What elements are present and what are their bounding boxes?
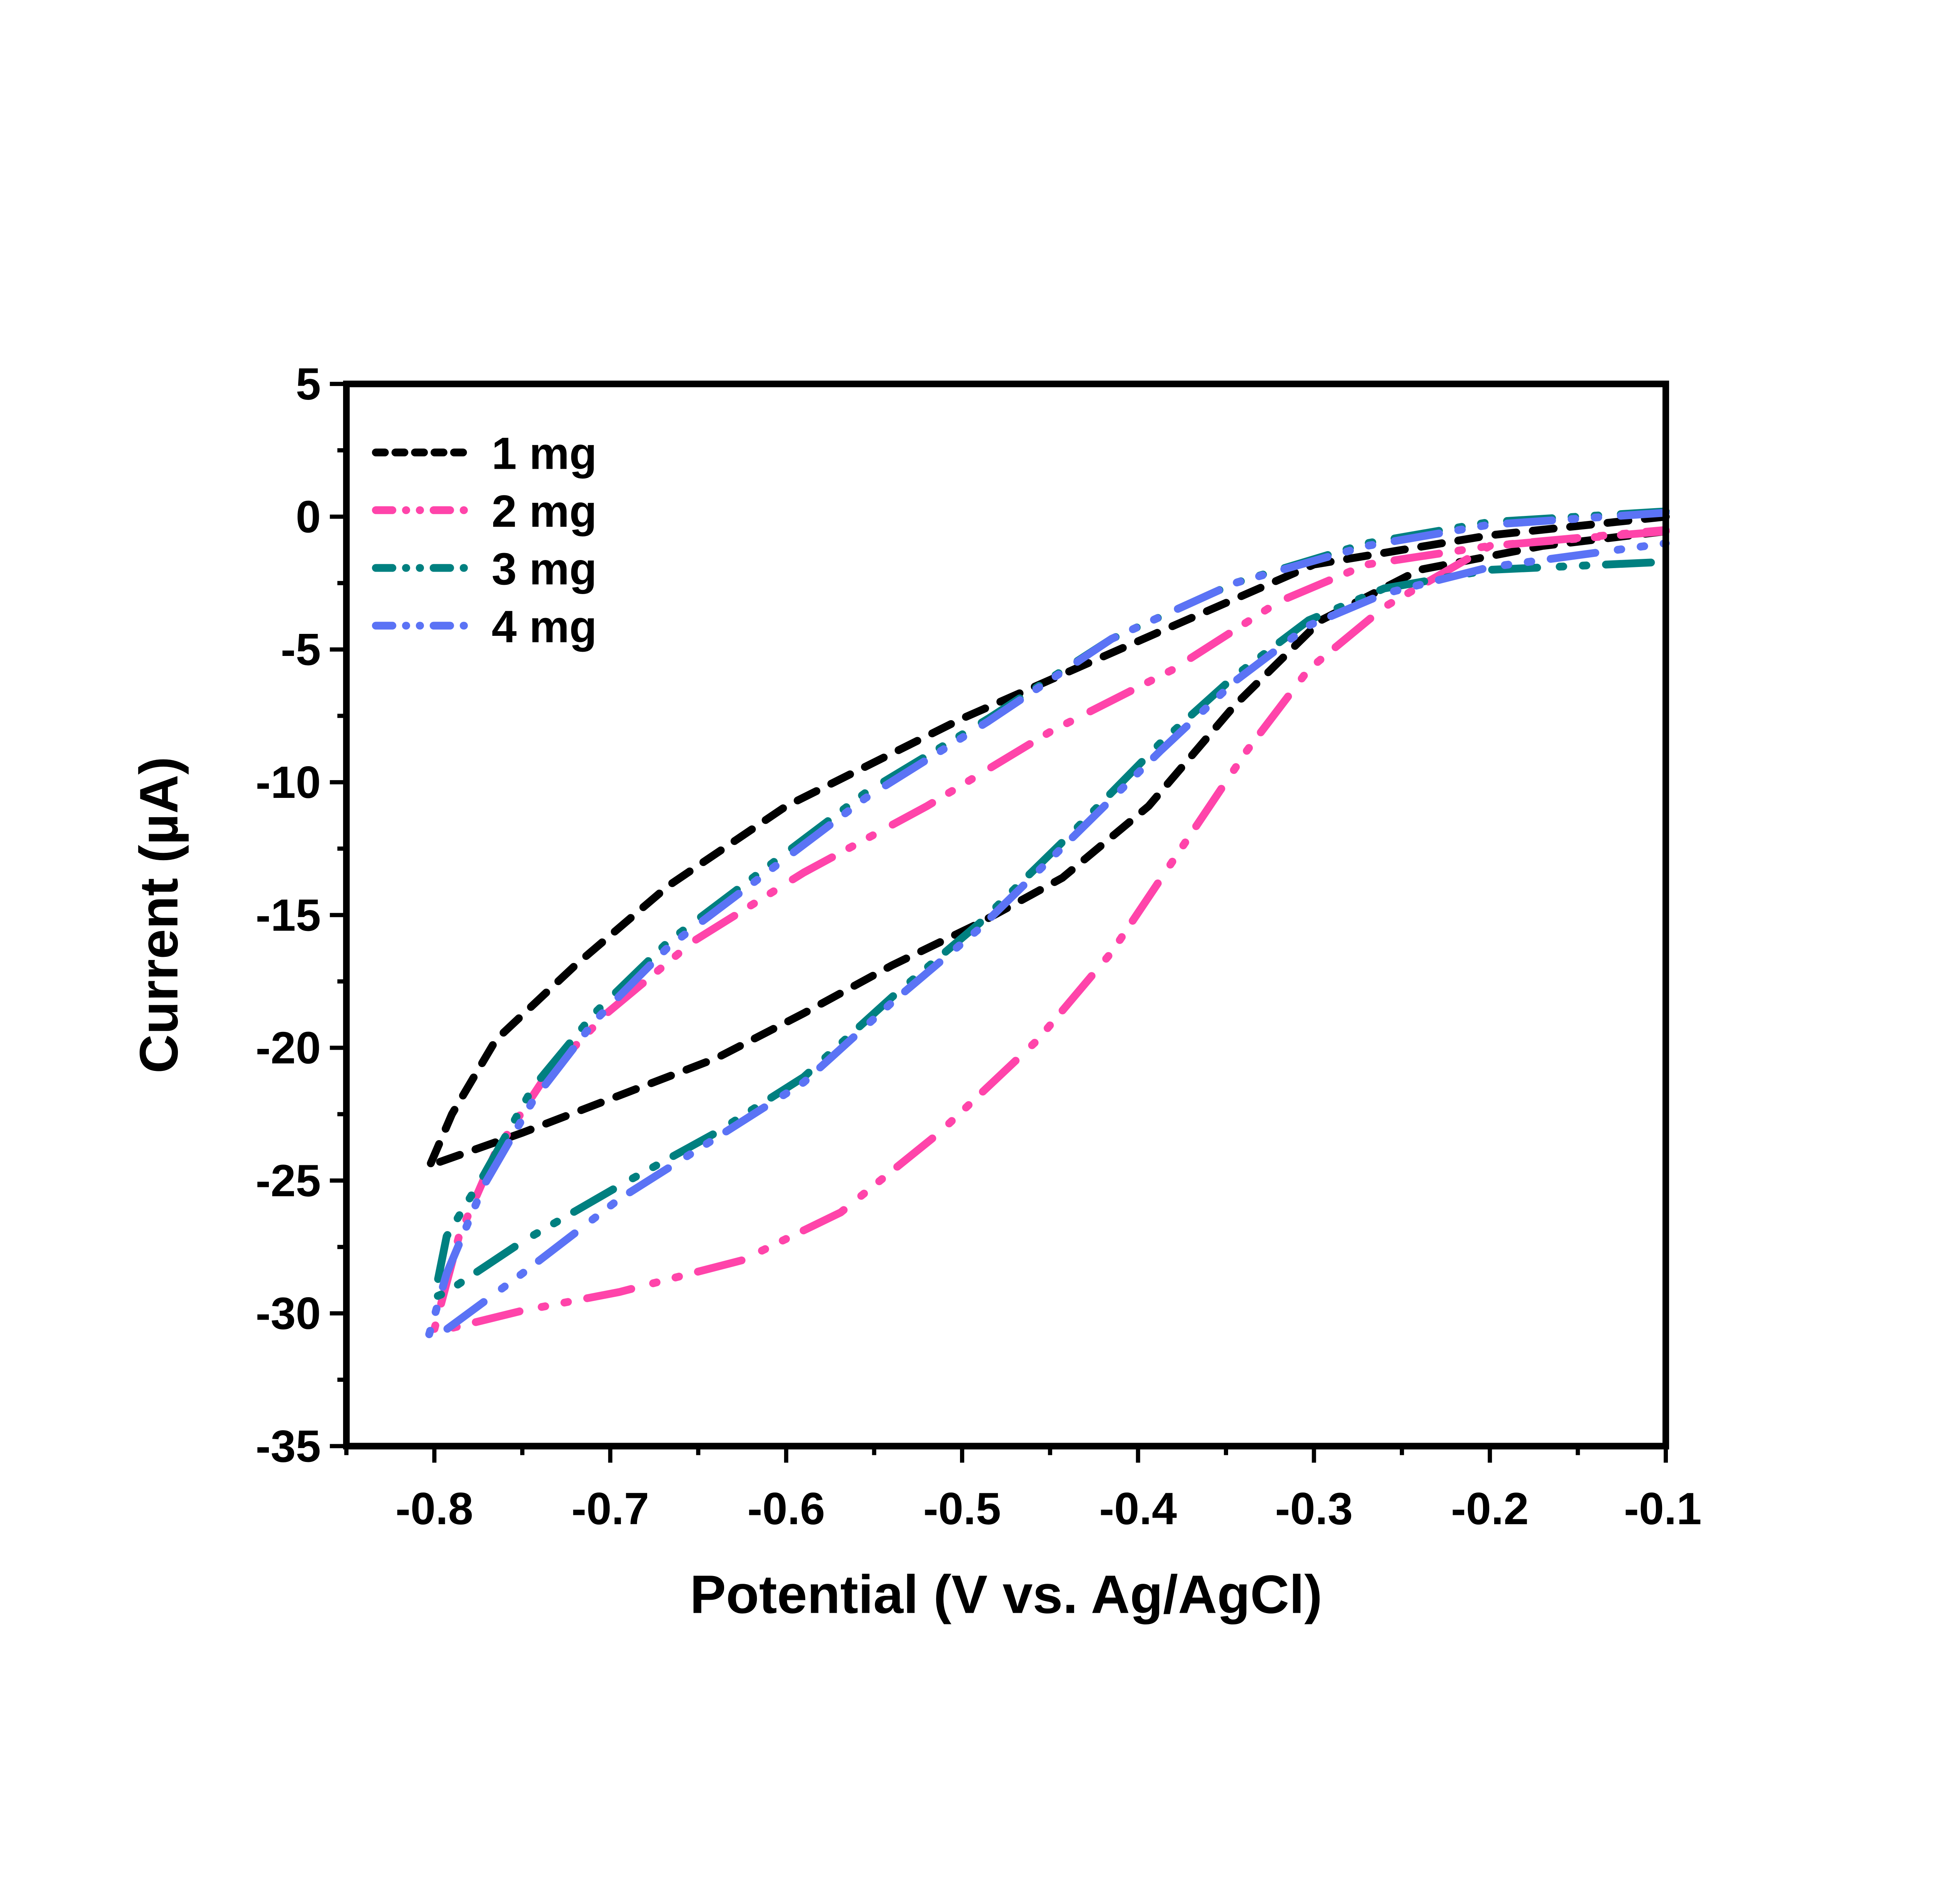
x-axis-label: Potential (V vs. Ag/AgCl) [690,1564,1322,1625]
x-tick-label: -0.7 [571,1483,649,1534]
series-line-3-mg [430,507,1670,1301]
x-tick-label: -0.3 [1275,1483,1353,1534]
x-tick-label: -0.1 [1624,1483,1702,1534]
x-axis-ticks [344,1446,1668,1463]
legend-item-3-mg: 3 mg [372,543,597,594]
y-tick-label: -5 [281,624,321,675]
x-tick-label: -0.2 [1451,1483,1529,1534]
legend-label: 2 mg [492,486,597,536]
x-axis-tick-labels: -0.8 -0.7 -0.6 -0.5 -0.4 -0.3 -0.2 -0.1 [395,1483,1702,1534]
y-tick-label: 0 [296,491,321,542]
series-line-1-mg [425,512,1670,1171]
series-line-4-mg [425,509,1670,1339]
legend-item-1-mg: 1 mg [372,428,597,479]
y-tick-label: -20 [256,1023,321,1073]
x-tick-label: -0.5 [923,1483,1001,1534]
y-tick-label: -35 [256,1421,321,1472]
y-tick-label: -25 [256,1155,321,1206]
y-axis-ticks [330,382,347,1448]
legend-label: 1 mg [492,428,597,479]
y-axis-label: Current (µA) [128,756,189,1073]
y-tick-label: -10 [256,757,321,808]
legend-item-4-mg: 4 mg [372,601,597,652]
legend: 1 mg 2 mg 3 mg 4 mg [372,428,597,652]
legend-item-2-mg: 2 mg [372,486,597,536]
plot-curves [425,507,1670,1339]
y-tick-label: -15 [256,890,321,940]
legend-label: 3 mg [492,543,597,594]
y-tick-label: 5 [296,359,321,409]
legend-label: 4 mg [492,601,597,652]
x-tick-label: -0.4 [1099,1483,1177,1534]
x-tick-label: -0.6 [747,1483,825,1534]
y-axis-tick-labels: 5 0 -5 -10 -15 -20 -25 -30 -35 [256,359,321,1471]
series-line-2-mg [430,526,1670,1334]
x-tick-label: -0.8 [395,1483,473,1534]
y-tick-label: -30 [256,1288,321,1339]
